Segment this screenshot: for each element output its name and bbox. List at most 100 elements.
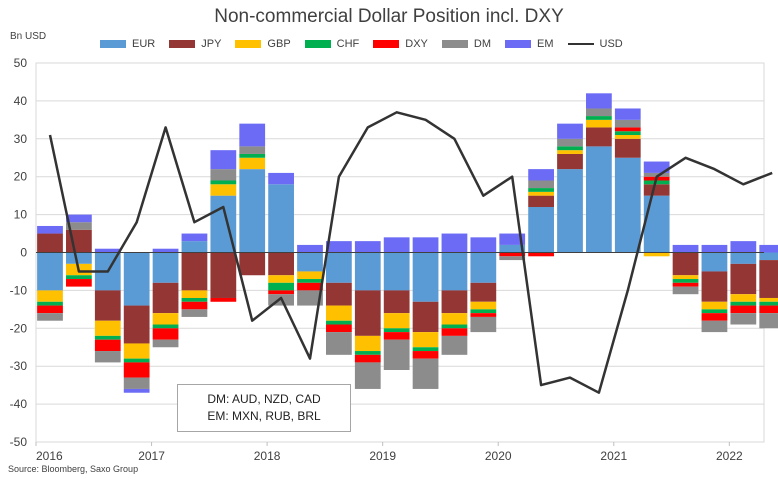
- bar-segment-gbp: [643, 252, 670, 257]
- bar-segment-chf: [672, 279, 699, 283]
- y-tick-label: -50: [10, 435, 28, 449]
- bar-segment-gbp: [383, 313, 410, 329]
- bar-segment-em: [354, 241, 381, 253]
- series-line-usd: [48, 111, 773, 394]
- bar-segment-eur: [123, 252, 150, 306]
- bar-segment-gbp: [759, 297, 778, 302]
- bar-segment-em: [643, 161, 670, 173]
- bar-segment-em: [239, 123, 266, 147]
- bar-segment-jpy: [268, 252, 294, 276]
- bar-segment-em: [730, 241, 757, 253]
- y-tick-label: -30: [10, 359, 28, 373]
- bar-segment-eur: [643, 195, 670, 253]
- bar-segment-dxy: [470, 313, 497, 317]
- legend-swatch-chf: [304, 40, 331, 48]
- bar-segment-dxy: [268, 290, 294, 295]
- bar-segment-dxy: [326, 324, 352, 333]
- bar-segment-dm: [37, 313, 63, 321]
- bar-segment-jpy: [730, 263, 757, 295]
- annotation-line-em: EM: MXN, RUB, BRL: [207, 409, 321, 423]
- bar-segment-dxy: [297, 282, 323, 291]
- bar-segment-eur: [730, 252, 757, 264]
- bar-segment-gbp: [672, 275, 699, 280]
- bar-segment-chf: [441, 324, 468, 329]
- legend-label-usd: USD: [599, 38, 623, 50]
- bar-segment-eur: [66, 252, 92, 264]
- bar-segment-dxy: [730, 305, 757, 314]
- bar-segment-dm: [614, 119, 641, 128]
- bar-segment-em: [152, 248, 179, 253]
- bar-segment-em: [123, 388, 150, 393]
- bar-segment-gbp: [701, 301, 728, 310]
- bar-segment-eur: [499, 244, 526, 253]
- bar-segment-dxy: [412, 351, 439, 359]
- bar-segment-dm: [66, 222, 92, 230]
- x-tick-label: 2022: [716, 449, 743, 463]
- bar-segment-jpy: [441, 290, 468, 314]
- y-tick-label: 20: [14, 170, 28, 184]
- x-tick-label: 2019: [369, 449, 396, 463]
- bar-segment-chf: [94, 335, 121, 340]
- bar-segment-eur: [701, 252, 728, 272]
- y-tick-label: 40: [14, 94, 28, 108]
- bar-segment-eur: [297, 252, 323, 272]
- bar-segment-gbp: [557, 150, 583, 154]
- bar-segment-dm: [239, 146, 266, 154]
- bar-segment-em: [326, 241, 352, 253]
- bar-segment-em: [441, 233, 468, 253]
- bar-segment-jpy: [412, 301, 439, 333]
- bar-segment-em: [672, 244, 699, 253]
- bar-segment-eur: [614, 157, 641, 253]
- bar-segment-dm: [383, 339, 410, 370]
- bar-segment-jpy: [557, 153, 583, 170]
- legend-item-dm: DM: [441, 38, 491, 50]
- bar-segment-dm: [326, 332, 352, 355]
- bar-segment-em: [528, 169, 554, 181]
- bar-segment-dm: [152, 339, 179, 348]
- bar-segment-jpy: [354, 290, 381, 336]
- bar-segment-jpy: [94, 290, 121, 321]
- source-note: Source: Bloomberg, Saxo Group: [8, 464, 139, 474]
- bar-segment-em: [66, 214, 92, 223]
- bar-segment-dm: [470, 316, 497, 333]
- bar-segment-dm: [412, 358, 439, 389]
- legend-swatch-eur: [100, 40, 126, 48]
- annotation-line-dm: DM: AUD, NZD, CAD: [207, 392, 321, 406]
- bar-segment-em: [268, 172, 294, 185]
- y-tick-label: 0: [20, 246, 27, 260]
- bar-segment-chf: [528, 188, 554, 192]
- y-tick-label: 30: [14, 132, 28, 146]
- bar-segment-dm: [499, 256, 526, 261]
- bar-segment-gbp: [730, 294, 757, 302]
- bar-segment-gbp: [152, 313, 179, 325]
- bar-segment-gbp: [586, 119, 612, 128]
- bar-segment-dxy: [383, 332, 410, 340]
- bar-segment-eur: [586, 146, 612, 253]
- bar-segment-jpy: [37, 233, 63, 253]
- bar-segment-gbp: [614, 135, 641, 139]
- bar-segment-gbp: [441, 313, 468, 325]
- bar-segment-dm: [643, 172, 670, 177]
- bar-segment-chf: [37, 301, 63, 306]
- bar-segment-em: [470, 237, 497, 253]
- bar-segment-jpy: [152, 282, 179, 314]
- bar-segment-chf: [268, 282, 294, 291]
- bar-segment-dxy: [152, 328, 179, 340]
- bar-segment-dxy: [37, 305, 63, 314]
- bar-segment-chf: [181, 297, 208, 302]
- y-tick-label: -40: [10, 397, 28, 411]
- legend-label-em: EM: [537, 38, 554, 50]
- bar-segment-dm: [557, 138, 583, 147]
- bar-segment-chf: [614, 131, 641, 136]
- bar-segment-dxy: [672, 282, 699, 287]
- bar-segment-jpy: [586, 127, 612, 147]
- legend-item-usd: USD: [567, 38, 623, 50]
- bar-segment-eur: [412, 252, 439, 302]
- chart-legend: EUR JPY GBP CHF DXY DM EM USD: [100, 38, 637, 50]
- bar-segment-eur: [470, 252, 497, 283]
- bar-segment-jpy: [614, 138, 641, 158]
- bar-segment-dxy: [614, 127, 641, 132]
- bar-segment-em: [759, 244, 778, 253]
- y-tick-label: 10: [14, 208, 28, 222]
- annotation-box: DM: AUD, NZD, CAD EM: MXN, RUB, BRL: [177, 384, 351, 432]
